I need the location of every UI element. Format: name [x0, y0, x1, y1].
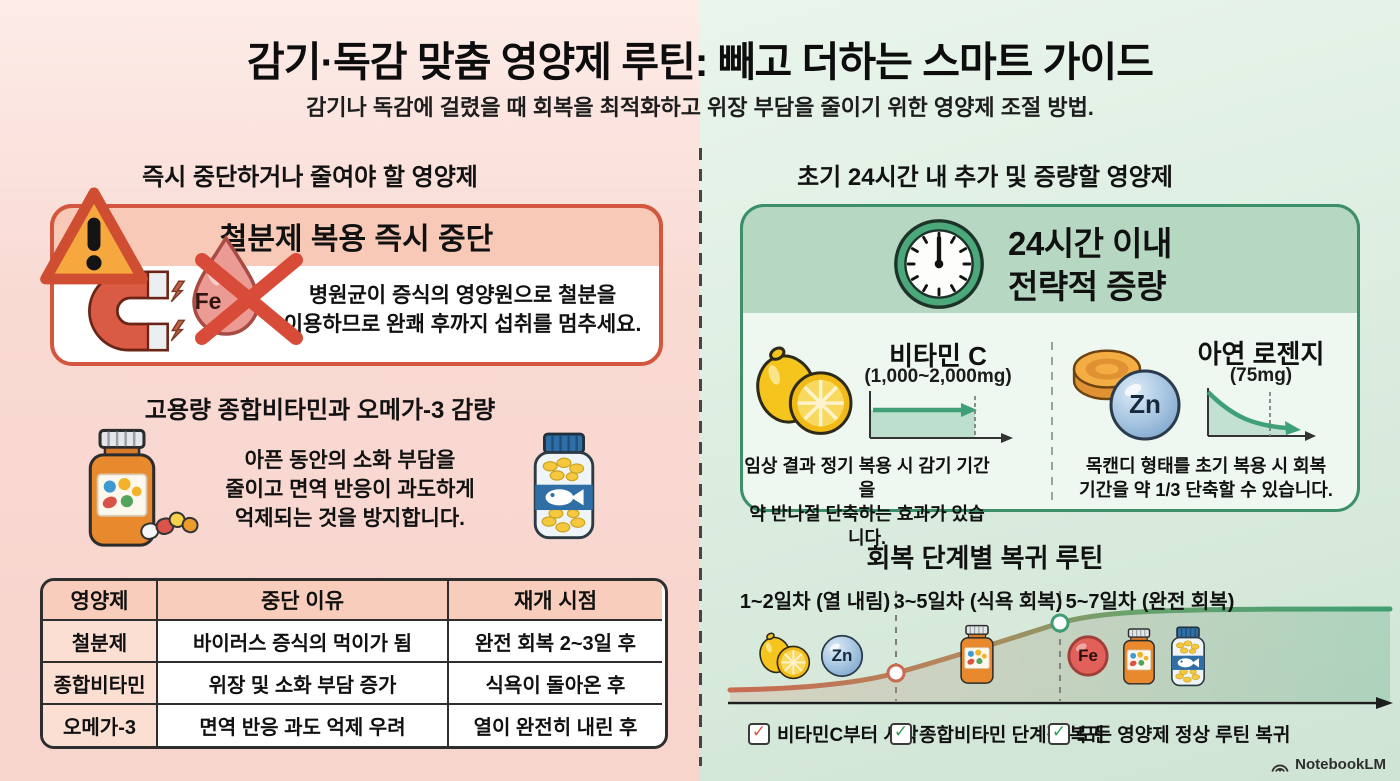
zinc-caption1: 목캔디 형태를 초기 복용 시 회복 — [1085, 456, 1327, 476]
brand-name: NotebookLM — [1295, 756, 1386, 773]
boost-card-title: 24시간 이내 전략적 증량 — [1008, 222, 1338, 308]
table-cell: 위장 및 소화 부담 증가 — [158, 663, 449, 705]
table-header-resume: 재개 시점 — [449, 581, 662, 621]
table-cell: 바이러스 증식의 먹이가 됨 — [158, 621, 449, 663]
recovery-heading: 회복 단계별 복귀 루틴 — [866, 543, 1104, 573]
zinc-small-label: Zn — [831, 646, 853, 665]
checkbox-green-icon: ✓ — [890, 722, 912, 745]
table-header-reason: 중단 이유 — [158, 581, 449, 621]
boost-card-divider — [1051, 342, 1053, 500]
table-cell: 식욕이 돌아온 후 — [449, 663, 662, 705]
zinc-dose: (75mg) — [1229, 365, 1293, 386]
zinc-caption2: 기간을 약 1/3 단축할 수 있습니다. — [1079, 480, 1333, 500]
table-cell: 완전 회복 2~3일 후 — [449, 621, 662, 663]
zinc-trend-chart — [1206, 388, 1316, 441]
fe-drop-label: Fe — [194, 288, 222, 314]
checkbox-red-icon: ✓ — [748, 722, 770, 745]
table-cell: 오메가-3 — [43, 705, 158, 746]
reduce-line3: 억제되는 것을 방지합니다. — [234, 507, 466, 530]
vitamin-c-caption1: 임상 결과 정기 복용 시 감기 기간을 — [744, 456, 990, 500]
vitamin-bottle-small-icon — [955, 622, 999, 688]
zinc-caption: 목캔디 형태를 초기 복용 시 회복 기간을 약 1/3 단축할 수 있습니다. — [1068, 454, 1344, 502]
vitamin-c-name: 비타민 C — [889, 341, 987, 371]
table-cell: 면역 반응 과도 억제 우려 — [158, 705, 449, 746]
reduce-line2: 줄이고 면역 반응이 과도하게 — [225, 478, 475, 501]
phase-label-1: 1~2일차 (열 내림) — [739, 591, 891, 613]
clock-icon — [891, 216, 987, 312]
checklist-label-1: 비타민C부터 시작 — [777, 725, 919, 746]
table-cell: 열이 완전히 내린 후 — [449, 705, 662, 746]
vitamin-c-caption: 임상 결과 정기 복용 시 감기 기간을 약 반나절 단축하는 효과가 있습니다… — [742, 454, 992, 550]
checklist-item-1: ✓ 비타민C부터 시작 — [748, 720, 918, 747]
brand-watermark: NotebookLM — [1270, 756, 1386, 773]
notebooklm-icon — [1271, 764, 1289, 772]
fe-circle-label: Fe — [1078, 646, 1098, 665]
warning-triangle-icon — [38, 174, 150, 300]
phase-label-3: 5~7일차 (완전 회복) — [1065, 591, 1235, 613]
iron-stop-card-text: 병원균이 증식의 영양원으로 철분을 이용하므로 완쾌 후까지 섭취를 멈추세요… — [280, 281, 645, 339]
checkbox-green-icon: ✓ — [1048, 722, 1070, 745]
page-subtitle: 감기나 독감에 걸렸을 때 회복을 최적화하고 위장 부담을 줄이기 위한 영양… — [306, 95, 1094, 120]
fish-oil-bottle-icon — [526, 428, 602, 546]
right-section-heading-add: 초기 24시간 내 추가 및 증량할 영양제 — [797, 164, 1173, 191]
iron-stop-card-title: 철분제 복용 즉시 중단 — [219, 223, 494, 256]
checklist-label-3: 모든 영양제 정상 루틴 복귀 — [1077, 725, 1291, 746]
iron-stop-line1: 병원균이 증식의 영양원으로 철분을 — [308, 284, 617, 307]
lemon-icon — [750, 338, 856, 444]
center-dashed-divider — [699, 148, 702, 766]
phase-label-2: 3~5일차 (식욕 회복) — [893, 591, 1063, 613]
boost-title-line1: 24시간 이내 — [1008, 225, 1172, 262]
lemon-small-icon — [756, 628, 812, 684]
iron-stop-line2: 이용하므로 완쾌 후까지 섭취를 멈추세요. — [283, 313, 642, 336]
vitamin-bottle-small-icon-2 — [1118, 626, 1160, 688]
vitamin-c-dose: (1,000~2,000mg) — [864, 366, 1012, 387]
vitamin-c-trend-chart — [869, 391, 1013, 443]
page-title: 감기·독감 맞춤 영양제 루틴: 빼고 더하는 스마트 가이드 — [247, 39, 1154, 85]
iron-stop-card-header — [50, 204, 663, 266]
table-cell: 철분제 — [43, 621, 158, 663]
left-section-heading-stop: 즉시 중단하거나 줄여야 할 영양제 — [142, 164, 478, 191]
boost-card-header — [740, 204, 1360, 313]
vitamin-c-caption2: 약 반나절 단축하는 효과가 있습니다. — [749, 504, 985, 548]
checklist-item-3: ✓ 모든 영양제 정상 루틴 복귀 — [1048, 720, 1290, 747]
table-header-supplement: 영양제 — [43, 581, 158, 621]
stop-table: 영양제 중단 이유 재개 시점 철분제 바이러스 증식의 먹이가 됨 완전 회복… — [40, 578, 668, 749]
fish-oil-small-icon — [1166, 626, 1210, 688]
reduce-description: 아픈 동안의 소화 부담을 줄이고 면역 반응이 과도하게 억제되는 것을 방지… — [170, 446, 530, 533]
zinc-name: 아연 로젠지 — [1197, 339, 1325, 369]
table-cell: 종합비타민 — [43, 663, 158, 705]
zinc-sphere-label: Zn — [1129, 389, 1161, 419]
recovery-timeline-chart — [727, 591, 1393, 709]
reduce-line1: 아픈 동안의 소화 부담을 — [244, 449, 456, 472]
left-section-heading-reduce: 고용량 종합비타민과 오메가-3 감량 — [144, 397, 496, 424]
boost-title-line2: 전략적 증량 — [1008, 268, 1166, 305]
